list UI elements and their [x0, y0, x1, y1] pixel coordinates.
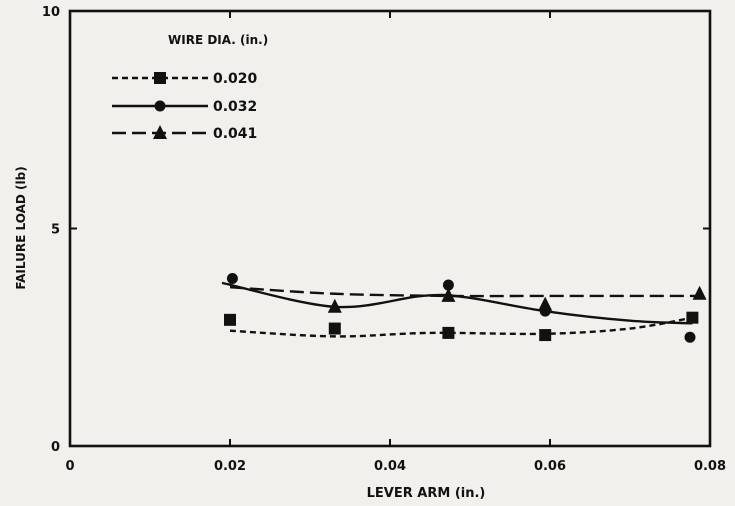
series-curves: [222, 283, 700, 337]
series-curve-triangle: [230, 287, 700, 296]
x-tick-label: 0.04: [374, 459, 406, 474]
y-tick-label: 10: [42, 5, 60, 20]
x-axis-label: LEVER ARM (in.): [367, 486, 486, 501]
data-point-square: [442, 327, 454, 339]
axis-ticks: 0 0.02 0.04 0.06 0.08 0 5 10: [42, 5, 726, 474]
x-tick-label: 0.06: [534, 459, 566, 474]
data-point-circle: [685, 332, 696, 343]
x-tick-label: 0: [65, 459, 74, 474]
y-tick-label: 0: [51, 440, 60, 455]
legend: WIRE DIA. (in.) 0.020 0.032 0.041: [112, 33, 268, 142]
legend-title: WIRE DIA. (in.): [168, 33, 268, 47]
data-point-triangle: [693, 286, 707, 300]
data-point-square: [539, 329, 551, 341]
legend-marker-circle: [155, 101, 166, 112]
legend-label-square: 0.020: [213, 71, 258, 87]
legend-marker-square: [154, 72, 166, 84]
y-tick-label: 5: [51, 223, 60, 238]
data-point-triangle: [538, 297, 552, 311]
data-point-circle: [227, 273, 238, 284]
x-tick-label: 0.08: [694, 459, 726, 474]
data-point-square: [329, 323, 341, 335]
legend-label-triangle: 0.041: [213, 126, 257, 142]
y-axis-label: FAILURE LOAD (lb): [14, 166, 28, 289]
legend-label-circle: 0.032: [213, 99, 257, 115]
series-curve-circle: [222, 283, 692, 323]
data-point-square: [686, 312, 698, 324]
x-tick-label: 0.02: [214, 459, 246, 474]
data-point-square: [224, 314, 236, 326]
